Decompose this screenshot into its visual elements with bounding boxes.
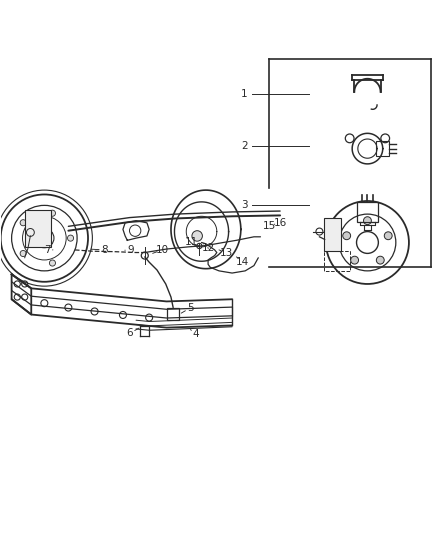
Text: 6: 6 xyxy=(127,328,133,338)
Text: 11: 11 xyxy=(185,238,198,247)
Text: 7: 7 xyxy=(44,245,50,255)
Text: 5: 5 xyxy=(187,303,194,313)
Text: 15: 15 xyxy=(263,221,276,231)
Text: 13: 13 xyxy=(219,247,233,257)
Text: 4: 4 xyxy=(192,329,199,339)
Circle shape xyxy=(384,232,392,240)
Text: 2: 2 xyxy=(241,141,247,151)
Text: 3: 3 xyxy=(241,200,247,211)
Text: 9: 9 xyxy=(127,245,134,255)
Text: 16: 16 xyxy=(273,218,287,228)
Circle shape xyxy=(67,235,74,241)
Text: 14: 14 xyxy=(236,257,249,267)
Text: 10: 10 xyxy=(155,245,169,255)
Circle shape xyxy=(376,256,384,264)
Circle shape xyxy=(20,220,26,226)
Bar xyxy=(25,210,51,247)
Circle shape xyxy=(343,232,350,240)
Bar xyxy=(376,141,389,157)
Text: 1: 1 xyxy=(241,89,247,99)
Bar xyxy=(357,203,378,222)
Circle shape xyxy=(364,217,371,224)
Circle shape xyxy=(49,210,56,216)
Text: 12: 12 xyxy=(202,243,215,253)
Circle shape xyxy=(192,231,202,241)
Circle shape xyxy=(20,251,26,256)
Bar xyxy=(324,219,341,251)
Text: 8: 8 xyxy=(101,245,108,255)
Bar xyxy=(167,308,179,320)
Circle shape xyxy=(49,260,56,266)
Circle shape xyxy=(351,256,359,264)
